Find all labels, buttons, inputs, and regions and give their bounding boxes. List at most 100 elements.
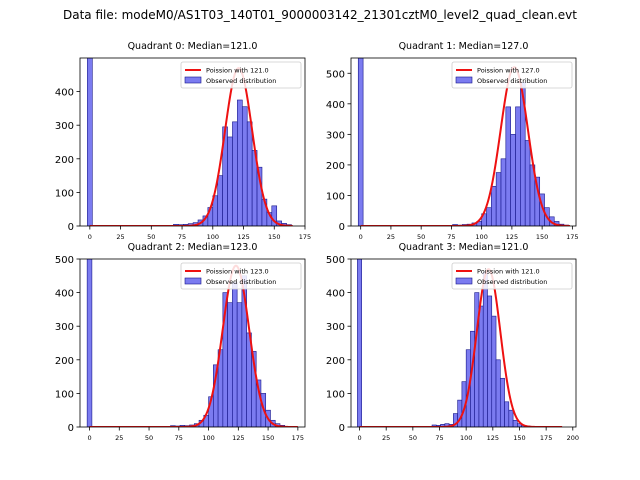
x-tick-label: 0: [88, 233, 92, 241]
y-tick-label: 200: [55, 155, 74, 166]
histogram-bar: [499, 377, 505, 427]
x-tick-label: 50: [147, 233, 155, 241]
histogram-bar-zero: [357, 58, 364, 226]
histogram-bar: [505, 106, 511, 226]
legend-box: [451, 61, 573, 89]
chart-panel-0: 0 25 50 75 100 125 150 175 0 100 200 300 400 Quadrant…: [55, 41, 311, 241]
histogram-bar: [495, 172, 502, 226]
plot-area: [86, 259, 298, 427]
histogram-bar: [482, 272, 488, 427]
histogram-bar: [232, 282, 238, 427]
y-tick-label: 200: [55, 356, 74, 367]
x-tick-label: 150: [536, 233, 548, 241]
x-tick-label: 50: [409, 434, 417, 442]
x-tick-label: 175: [299, 233, 311, 241]
x-tick-label: 150: [262, 434, 274, 442]
figure-suptitle: Data file: modeM0/AS1T03_140T01_90000031…: [63, 8, 577, 22]
histogram-bar: [491, 315, 497, 427]
y-tick-label: 0: [339, 423, 345, 434]
chart-panel-1: 0 25 50 75 100 125 150 175 0 100 200 300 400 500 Quadr…: [326, 41, 579, 241]
legend-label-poisson: Poission with 121.0: [206, 67, 269, 75]
histogram-bar: [524, 140, 531, 226]
legend-label-poisson: Poission with 127.0: [477, 67, 540, 75]
histogram-bar: [457, 399, 463, 427]
y-tick-label: 100: [326, 191, 345, 202]
x-tick-label: 25: [115, 434, 123, 442]
histogram-bar: [486, 207, 492, 226]
histogram-bar: [510, 134, 516, 226]
y-tick-label: 100: [326, 389, 345, 400]
x-tick-label: 175: [566, 233, 578, 241]
histogram-bar-zero: [86, 259, 93, 427]
legend-bar-swatch: [184, 76, 202, 84]
histogram-bar-zero: [87, 58, 93, 226]
plot-area: [87, 58, 293, 226]
y-tick-label: 400: [55, 289, 74, 300]
x-tick-label: 75: [175, 434, 183, 442]
subplot-title: Quadrant 1: Median=127.0: [399, 41, 529, 52]
x-tick-label: 75: [435, 434, 443, 442]
x-tick-label: 100: [202, 434, 214, 442]
axes-frame: [350, 57, 577, 227]
subplot-title: Quadrant 2: Median=123.0: [128, 242, 258, 253]
y-tick-label: 300: [326, 322, 345, 333]
x-tick-label: 50: [145, 434, 153, 442]
x-tick-label: 75: [447, 233, 455, 241]
legend-label-poisson: Poission with 123.0: [206, 268, 269, 276]
x-tick-label: 175: [540, 434, 552, 442]
histogram-bar: [491, 185, 497, 226]
histogram-bar: [515, 106, 521, 226]
x-tick-label: 100: [207, 233, 219, 241]
x-tick-label: 0: [359, 233, 363, 241]
histogram-bar: [227, 302, 233, 427]
x-tick-label: 50: [417, 233, 425, 241]
legend-label-observed: Observed distribution: [477, 77, 547, 85]
axes-frame: [79, 258, 306, 428]
x-tick-label: 125: [232, 434, 244, 442]
axes-frame: [350, 258, 577, 428]
histogram-bar: [478, 305, 484, 427]
histogram-bar: [495, 359, 501, 427]
x-tick-label: 100: [460, 434, 472, 442]
x-tick-label: 125: [487, 434, 499, 442]
histogram-bar: [504, 401, 510, 427]
x-tick-label: 25: [382, 434, 390, 442]
x-tick-label: 175: [292, 434, 304, 442]
y-tick-label: 0: [339, 222, 345, 233]
histogram-bar: [508, 409, 514, 427]
histogram-bar: [237, 99, 243, 226]
x-tick-label: 0: [357, 434, 361, 442]
legend-label-observed: Observed distribution: [206, 77, 276, 85]
axes-frame: [79, 57, 306, 227]
y-tick-label: 300: [55, 121, 74, 132]
legend-label-observed: Observed distribution: [206, 278, 276, 286]
legend-label-observed: Observed distribution: [477, 278, 547, 286]
histogram-bar: [232, 121, 238, 226]
y-tick-label: 100: [55, 188, 74, 199]
histogram-bar: [500, 158, 507, 226]
y-tick-label: 300: [55, 322, 74, 333]
histogram-bar: [487, 295, 493, 427]
y-tick-label: 300: [326, 130, 345, 141]
x-tick-label: 125: [237, 233, 249, 241]
histogram-bar-zero: [357, 259, 362, 427]
subplot-title: Quadrant 0: Median=121.0: [128, 41, 258, 52]
y-tick-label: 200: [326, 356, 345, 367]
legend-bar-swatch: [455, 76, 473, 84]
legend-box: [180, 61, 302, 89]
y-tick-label: 0: [68, 222, 74, 233]
chart-panel-3: 0 25 50 75 100 125 150 175 200 0 100 200 300 400 500 Qu…: [326, 242, 579, 442]
legend-bar-swatch: [455, 277, 473, 285]
x-tick-label: 0: [87, 434, 91, 442]
chart-panel-2: 0 25 50 75 100 125 150 175 0 100 200 300 400 500 Quadr…: [55, 242, 306, 442]
y-tick-label: 100: [55, 389, 74, 400]
x-tick-label: 100: [475, 233, 487, 241]
y-tick-label: 400: [55, 88, 74, 99]
x-tick-label: 25: [116, 233, 124, 241]
y-tick-label: 500: [55, 255, 74, 266]
histogram-bar: [227, 136, 233, 226]
histogram-bar: [241, 106, 248, 226]
histogram-bar: [246, 121, 253, 226]
subplot-title: Quadrant 3: Median=121.0: [399, 242, 529, 253]
y-tick-label: 0: [68, 423, 74, 434]
